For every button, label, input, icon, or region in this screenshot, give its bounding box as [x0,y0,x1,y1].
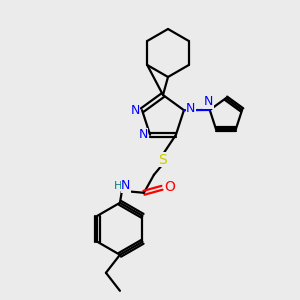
Text: N: N [121,179,130,192]
Text: N: N [138,128,148,141]
Text: N: N [130,104,140,117]
Text: O: O [164,180,175,194]
Text: S: S [159,153,167,167]
Text: N: N [204,95,213,108]
Text: H: H [114,181,122,191]
Text: N: N [186,102,196,115]
